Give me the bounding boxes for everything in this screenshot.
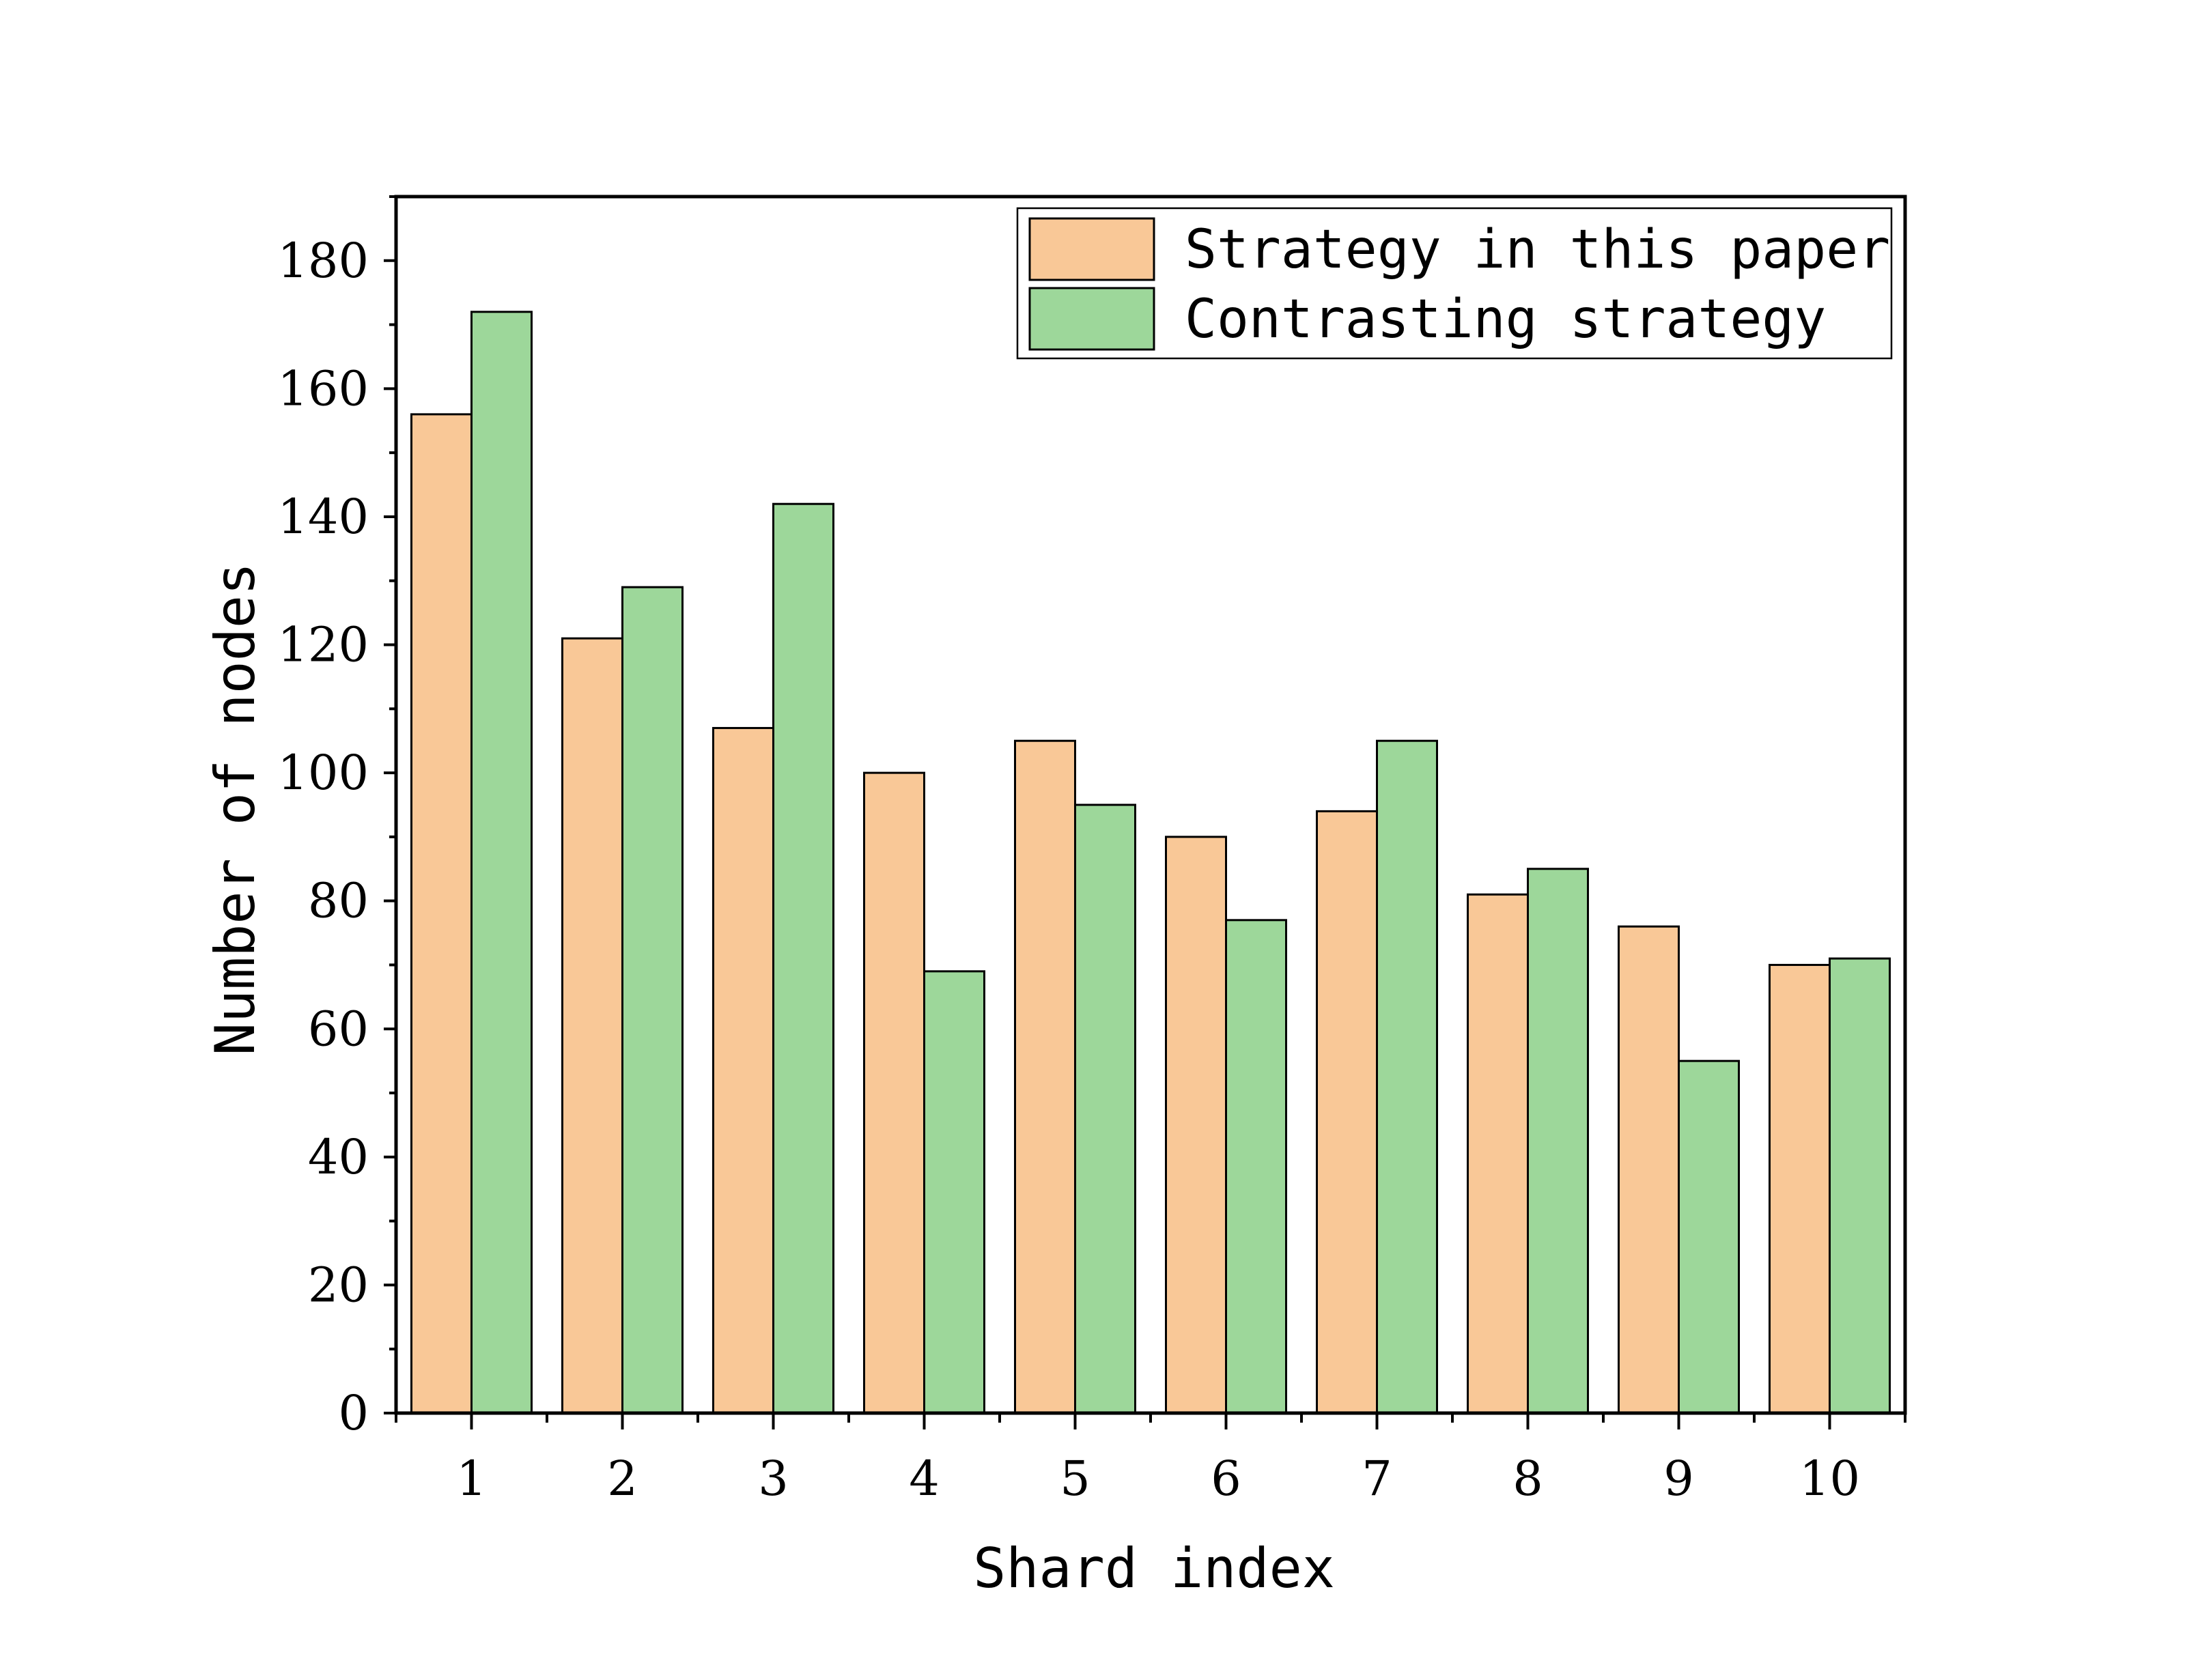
- bar-contrasting-9: [1678, 1059, 1740, 1414]
- bar-strategy-1: [410, 413, 473, 1414]
- y-tick-label: 80: [308, 873, 369, 929]
- y-tick-label: 0: [338, 1385, 369, 1441]
- legend-label-strategy: Strategy in this paper: [1185, 219, 1890, 281]
- y-tick-label: 100: [277, 745, 369, 801]
- bar-strategy-8: [1467, 893, 1529, 1414]
- bar-contrasting-10: [1829, 957, 1891, 1414]
- x-tick-label: 5: [1060, 1451, 1090, 1507]
- bar-strategy-7: [1316, 810, 1378, 1414]
- bar-strategy-6: [1165, 836, 1227, 1414]
- y-tick-label: 180: [277, 233, 369, 289]
- bar-contrasting-1: [470, 311, 533, 1414]
- y-tick-label: 20: [308, 1257, 369, 1313]
- bars-group: [410, 311, 1891, 1414]
- y-tick-label: 160: [277, 360, 369, 416]
- x-tick-label: 8: [1512, 1451, 1543, 1507]
- legend-label-contrasting: Contrasting strategy: [1185, 289, 1826, 350]
- x-axis-title: Shard index: [973, 1537, 1335, 1600]
- bar-contrasting-8: [1527, 868, 1589, 1414]
- y-tick-label: 60: [308, 1001, 369, 1057]
- y-axis-title: Number of nodes: [203, 563, 267, 1055]
- bar-contrasting-5: [1074, 803, 1136, 1414]
- bar-contrasting-4: [923, 970, 985, 1414]
- y-tick-label: 40: [308, 1129, 369, 1185]
- x-tick-label: 3: [758, 1451, 789, 1507]
- y-tick-label: 140: [277, 489, 369, 545]
- bar-strategy-5: [1014, 739, 1076, 1414]
- y-ticks-group: 0 20 40 60 80 100 120 140 160 180: [277, 195, 396, 1441]
- x-tick-label: 7: [1362, 1451, 1392, 1507]
- bar-strategy-2: [561, 637, 623, 1414]
- bar-contrasting-6: [1225, 919, 1287, 1414]
- x-tick-label: 6: [1211, 1451, 1241, 1507]
- bar-contrasting-2: [621, 586, 684, 1414]
- bar-strategy-4: [863, 771, 925, 1414]
- bar-strategy-9: [1618, 925, 1680, 1414]
- x-tick-label: 9: [1663, 1451, 1694, 1507]
- y-tick-label: 120: [277, 617, 369, 673]
- x-tick-label: 4: [909, 1451, 940, 1507]
- bar-contrasting-7: [1376, 739, 1438, 1414]
- bar-strategy-3: [712, 726, 774, 1414]
- x-ticks-group: 1 2 3 4 5 6 7 8 9 10: [395, 1413, 1906, 1507]
- bar-contrasting-3: [772, 502, 834, 1414]
- x-tick-label: 2: [607, 1451, 638, 1507]
- bar-strategy-10: [1769, 963, 1831, 1414]
- legend-box: [1016, 207, 1893, 360]
- legend-swatch-contrasting: [1028, 287, 1155, 351]
- legend-swatch-strategy: [1028, 217, 1155, 281]
- x-tick-label: 1: [456, 1451, 487, 1507]
- legend: Strategy in this paper Contrasting strat…: [1016, 207, 1893, 360]
- x-tick-label: 10: [1799, 1451, 1860, 1507]
